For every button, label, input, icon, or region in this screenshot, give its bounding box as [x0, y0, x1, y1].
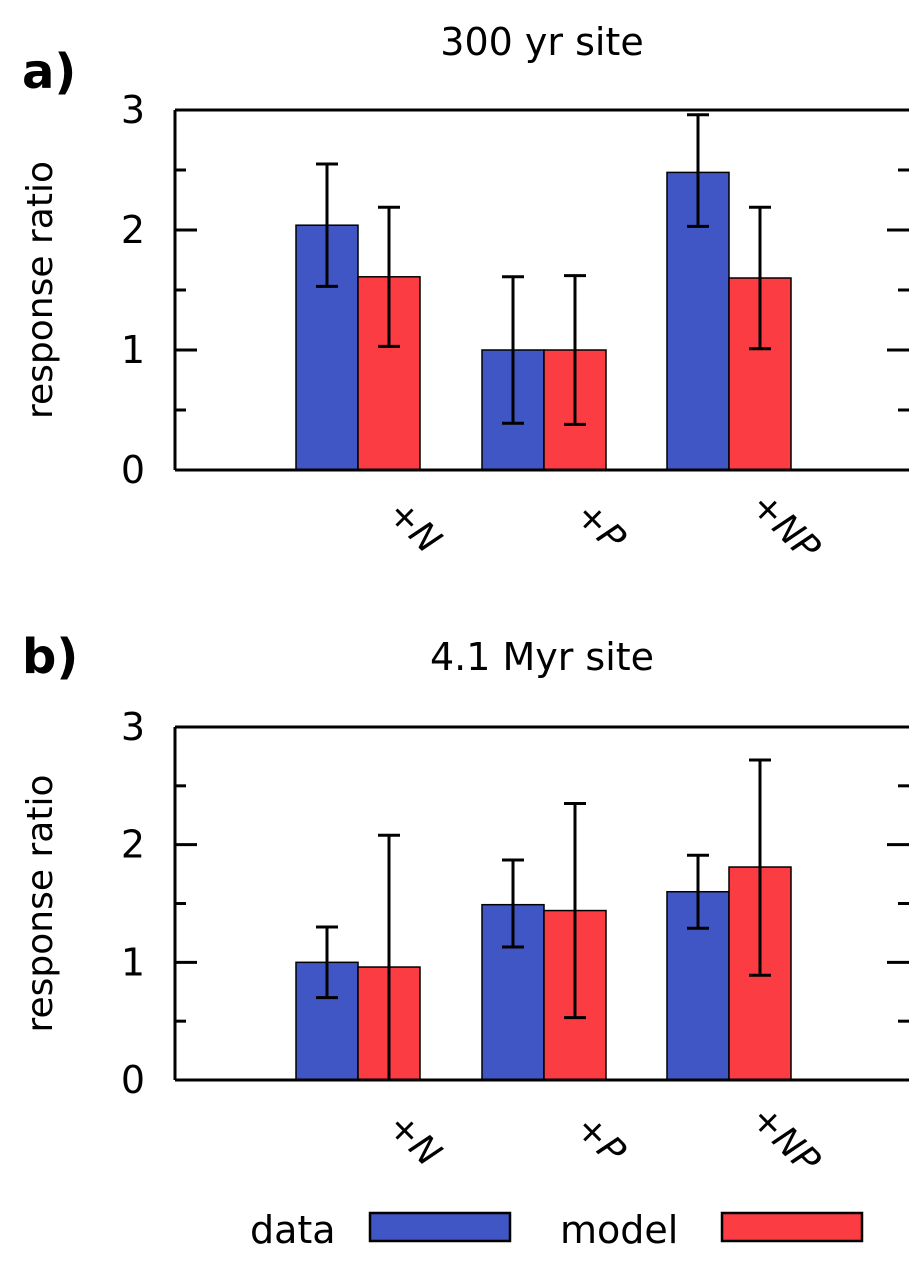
chart-panel-2: b) 4.1 Myr site response ratio 0 1 2 3 +N +P +NP	[20, 629, 909, 1182]
legend-label-data: data	[250, 1208, 336, 1252]
y-tick-label-0: 0	[121, 448, 145, 492]
legend-swatch-data	[368, 1211, 512, 1243]
category-label-2: +P	[567, 494, 633, 560]
y-tick-label-2: 2	[121, 823, 145, 867]
category-label-1: +N	[379, 492, 448, 561]
category-label-3: +NP	[743, 1098, 828, 1183]
y-axis-label: response ratio	[20, 775, 61, 1033]
y-tick-label-1: 1	[121, 328, 145, 372]
y-tick-label-3: 3	[121, 88, 145, 132]
panel-label: b)	[22, 629, 78, 685]
category-label-2: +P	[567, 1107, 633, 1173]
legend-swatch-model	[720, 1211, 864, 1243]
error-bar-model-2	[564, 801, 586, 1020]
panel-label: a)	[22, 44, 76, 100]
legend-label-model: model	[560, 1208, 678, 1252]
chart-panel-1: a) 300 yr site response ratio 0 1 2 3 +N +P +NP	[20, 20, 909, 569]
error-bar-model-3	[749, 758, 771, 977]
error-bar-data-1	[316, 925, 338, 1000]
y-tick-label-3: 3	[121, 705, 145, 749]
y-axis-label: response ratio	[20, 161, 61, 419]
y-tick-label-2: 2	[121, 208, 145, 252]
y-tick-label-1: 1	[121, 940, 145, 984]
error-bar-data-2	[502, 858, 524, 949]
legend: data model	[250, 1208, 864, 1252]
error-bar-data-3	[687, 853, 709, 930]
y-tick-label-0: 0	[121, 1058, 145, 1102]
error-bar-data-3	[687, 113, 709, 228]
category-label-3: +NP	[743, 485, 828, 570]
chart-title: 300 yr site	[440, 20, 643, 64]
category-label-1: +N	[379, 1105, 448, 1174]
error-bar-data-2	[502, 275, 524, 425]
error-bar-model-2	[564, 274, 586, 426]
error-bar-model-3	[749, 205, 771, 351]
error-bar-model-1	[378, 205, 400, 348]
error-bar-data-1	[316, 162, 338, 288]
chart-title: 4.1 Myr site	[430, 635, 654, 679]
